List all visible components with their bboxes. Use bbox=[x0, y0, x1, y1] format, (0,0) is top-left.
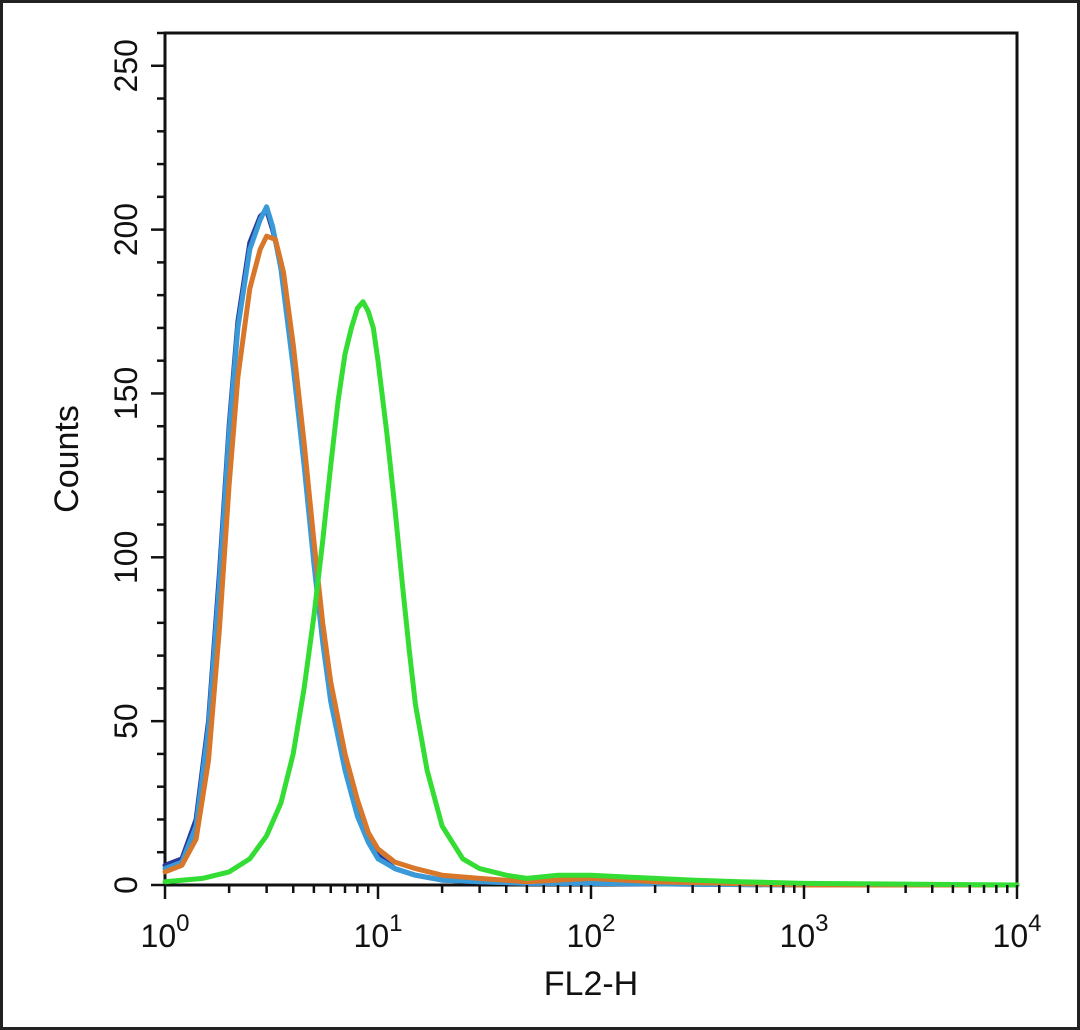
y-tick-label: 150 bbox=[108, 367, 144, 420]
x-axis: 100 101 102 103 104 bbox=[141, 885, 1042, 954]
series-line-4 bbox=[162, 299, 1020, 888]
x-tick-label: 102 bbox=[567, 910, 616, 954]
x-tick-label: 101 bbox=[354, 910, 403, 954]
series-line-3 bbox=[162, 233, 1020, 888]
series-line-1 bbox=[162, 207, 1020, 888]
y-tick-label: 200 bbox=[108, 203, 144, 256]
y-tick-label: 250 bbox=[108, 39, 144, 92]
series-layer bbox=[162, 204, 1020, 888]
y-tick-label: 100 bbox=[108, 531, 144, 584]
y-axis-label: Counts bbox=[48, 405, 86, 513]
series-line-2 bbox=[162, 204, 1020, 888]
x-tick-label: 100 bbox=[141, 910, 190, 954]
y-axis: 0 50 100 150 200 250 bbox=[108, 31, 165, 894]
y-tick-label: 50 bbox=[108, 703, 144, 739]
x-axis-label: FL2-H bbox=[544, 965, 638, 1003]
y-tick-label: 0 bbox=[108, 876, 144, 894]
x-tick-label: 103 bbox=[780, 910, 829, 954]
x-tick-label: 104 bbox=[993, 910, 1042, 954]
